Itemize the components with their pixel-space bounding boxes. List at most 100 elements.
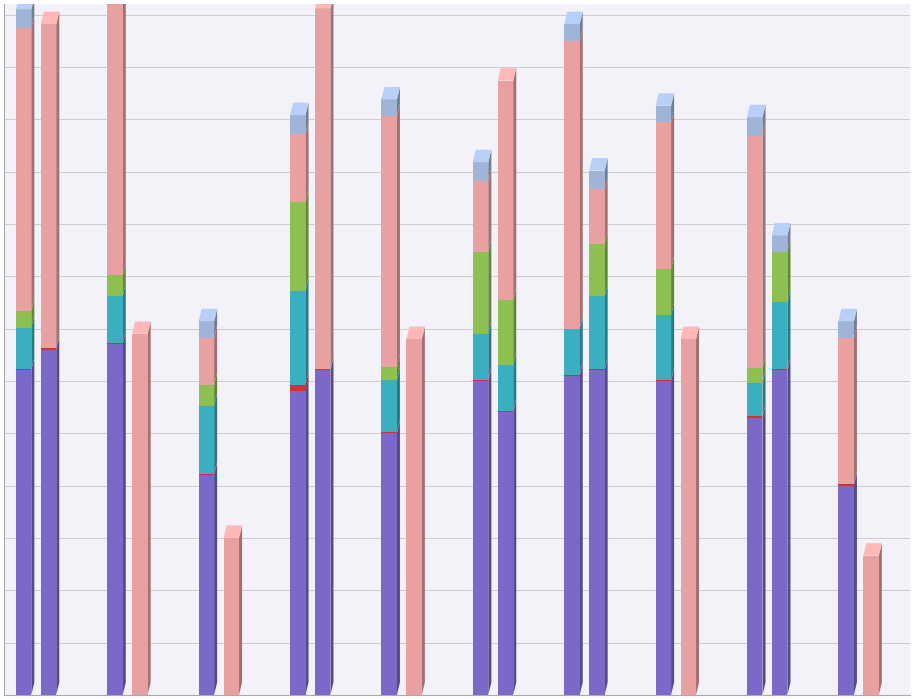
Polygon shape [31,358,35,695]
Bar [838,484,854,486]
Bar [107,345,122,695]
Bar [407,339,422,695]
Bar [772,252,788,303]
Bar [381,432,397,433]
Bar [838,338,854,484]
Polygon shape [214,394,218,474]
Polygon shape [331,357,334,370]
Bar [838,486,854,695]
Polygon shape [473,150,492,162]
Polygon shape [148,322,151,695]
Polygon shape [214,461,218,475]
Bar [772,370,788,695]
Polygon shape [762,404,766,417]
Bar [16,9,31,28]
Bar [498,301,514,365]
Polygon shape [305,103,309,134]
Polygon shape [762,356,766,383]
Polygon shape [41,12,59,24]
Bar [655,315,671,380]
Polygon shape [239,526,242,695]
Polygon shape [579,363,583,695]
Polygon shape [31,357,35,370]
Bar [747,136,762,368]
Polygon shape [16,0,35,9]
Polygon shape [31,315,35,369]
Polygon shape [854,309,857,338]
Polygon shape [214,326,218,385]
Polygon shape [788,223,791,252]
Polygon shape [605,231,608,296]
Polygon shape [214,463,218,695]
Polygon shape [498,68,516,80]
Bar [290,202,305,291]
Polygon shape [57,12,59,349]
Polygon shape [488,368,492,381]
Polygon shape [488,168,492,252]
Polygon shape [605,284,608,369]
Bar [107,0,122,275]
Polygon shape [514,399,516,412]
Polygon shape [214,309,218,338]
Polygon shape [564,12,583,24]
Polygon shape [397,421,400,695]
Bar [290,391,305,695]
Bar [498,80,514,301]
Bar [747,117,762,136]
Bar [16,370,31,695]
Bar [381,367,397,380]
Polygon shape [762,105,766,136]
Bar [564,41,579,329]
Polygon shape [290,103,309,115]
Polygon shape [331,0,334,369]
Polygon shape [671,93,675,122]
Bar [41,349,57,350]
Polygon shape [879,543,882,695]
Polygon shape [488,240,492,334]
Polygon shape [605,177,608,244]
Polygon shape [747,105,766,117]
Polygon shape [214,373,218,406]
Polygon shape [31,0,35,28]
Bar [198,475,214,695]
Polygon shape [133,322,151,334]
Bar [747,368,762,383]
Polygon shape [762,370,766,417]
Bar [290,115,305,134]
Polygon shape [671,368,675,695]
Bar [381,380,397,432]
Bar [864,556,879,695]
Polygon shape [605,158,608,189]
Polygon shape [31,16,35,311]
Bar [564,329,579,375]
Bar [16,328,31,369]
Polygon shape [381,87,400,99]
Bar [473,381,488,695]
Bar [473,181,488,252]
Bar [747,417,762,695]
Bar [772,369,788,370]
Polygon shape [681,326,699,339]
Polygon shape [122,263,126,296]
Bar [564,24,579,41]
Bar [498,412,514,695]
Polygon shape [671,257,675,315]
Polygon shape [122,0,126,275]
Bar [198,406,214,474]
Polygon shape [514,68,516,301]
Polygon shape [579,362,583,375]
Bar [747,383,762,417]
Bar [381,116,397,367]
Polygon shape [854,326,857,484]
Polygon shape [514,288,516,365]
Polygon shape [397,368,400,432]
Polygon shape [762,405,766,695]
Bar [16,28,31,311]
Polygon shape [788,358,791,695]
Polygon shape [671,368,675,381]
Polygon shape [579,12,583,41]
Bar [16,311,31,328]
Polygon shape [488,150,492,181]
Bar [381,99,397,116]
Polygon shape [397,355,400,380]
